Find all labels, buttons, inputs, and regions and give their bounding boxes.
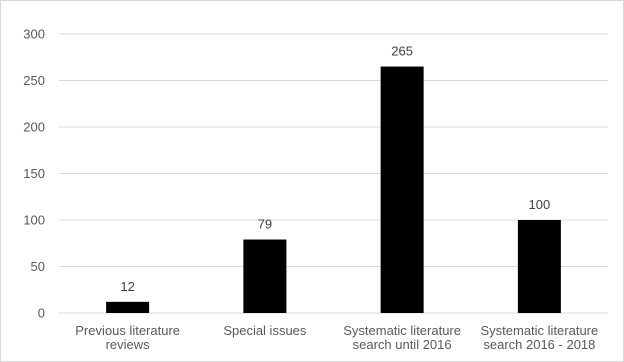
x-category-label: Systematic literature bbox=[480, 323, 598, 338]
data-label: 100 bbox=[529, 197, 551, 212]
bar bbox=[106, 301, 150, 313]
x-category-label: Special issues bbox=[223, 323, 307, 338]
x-category-label: search 2016 - 2018 bbox=[483, 337, 595, 352]
x-category-label: Previous literature bbox=[75, 323, 180, 338]
bar bbox=[243, 239, 287, 313]
x-category-label: reviews bbox=[106, 337, 151, 352]
y-tick-label: 250 bbox=[23, 73, 45, 88]
data-label: 265 bbox=[391, 44, 413, 59]
bar bbox=[380, 66, 424, 313]
x-category-label: search until 2016 bbox=[353, 337, 452, 352]
y-tick-label: 200 bbox=[23, 120, 45, 135]
y-tick-label: 50 bbox=[31, 259, 45, 274]
y-tick-label: 100 bbox=[23, 213, 45, 228]
y-tick-label: 150 bbox=[23, 166, 45, 181]
y-tick-label: 0 bbox=[38, 306, 45, 321]
y-tick-label: 300 bbox=[23, 27, 45, 42]
x-category-label: Systematic literature bbox=[343, 323, 461, 338]
data-label: 12 bbox=[120, 279, 134, 294]
bar bbox=[517, 220, 561, 313]
data-label: 79 bbox=[258, 217, 272, 232]
